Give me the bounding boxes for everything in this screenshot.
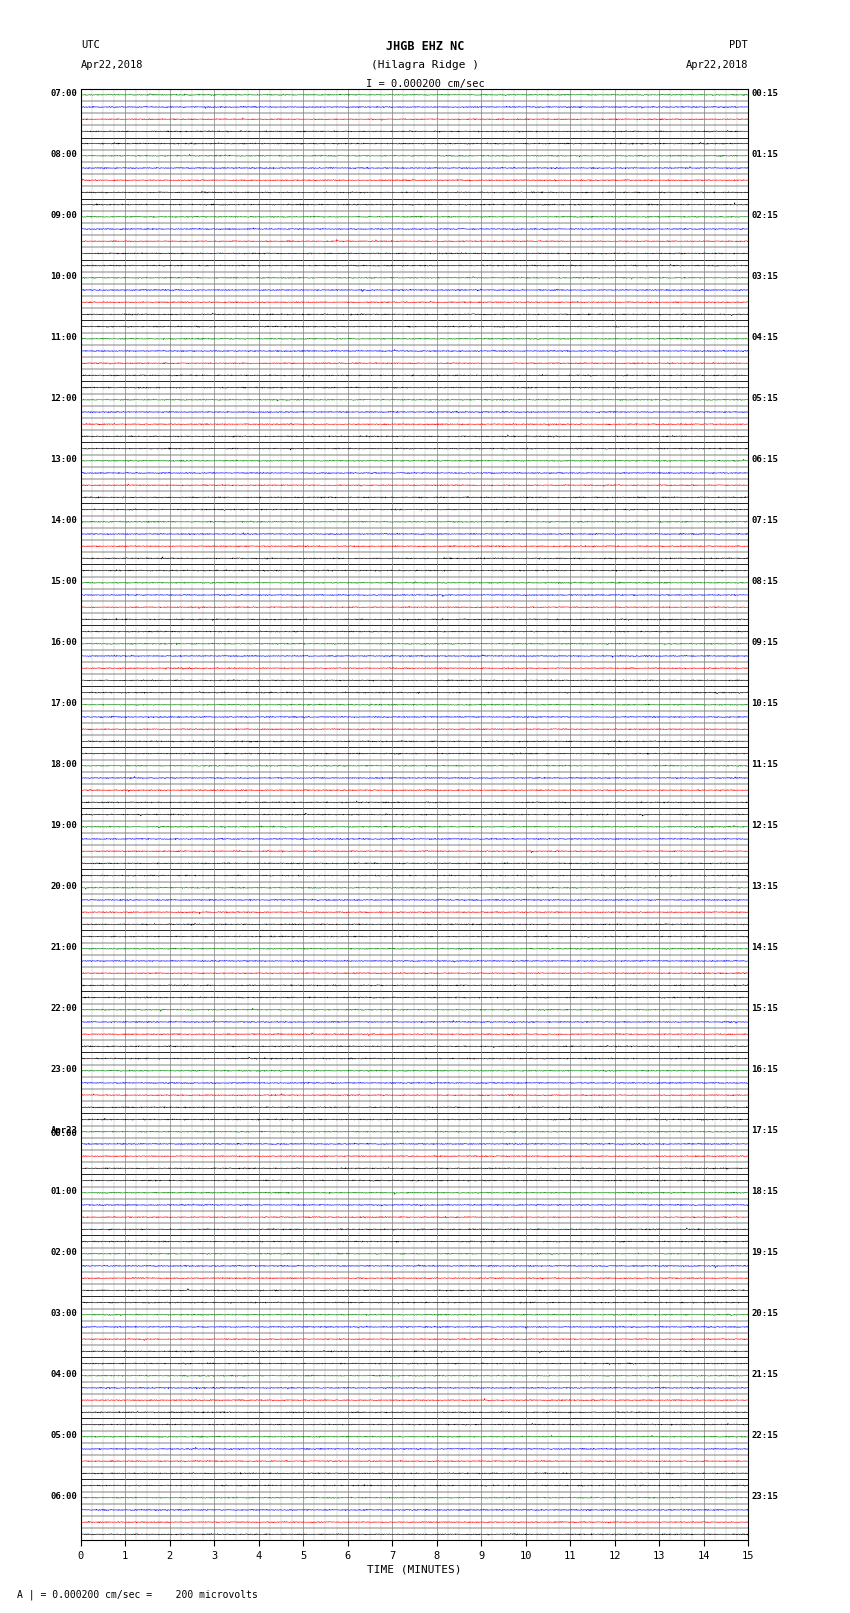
- Text: 15:00: 15:00: [50, 577, 77, 586]
- Text: 05:15: 05:15: [751, 394, 779, 403]
- Text: 16:00: 16:00: [50, 637, 77, 647]
- Text: 09:00: 09:00: [50, 211, 77, 219]
- Text: 02:15: 02:15: [751, 211, 779, 219]
- Text: 01:00: 01:00: [50, 1187, 77, 1195]
- Text: 08:00: 08:00: [50, 150, 77, 158]
- Text: 03:00: 03:00: [50, 1308, 77, 1318]
- Text: 19:00: 19:00: [50, 821, 77, 829]
- Text: 01:15: 01:15: [751, 150, 779, 158]
- Text: (Hilagra Ridge ): (Hilagra Ridge ): [371, 60, 479, 69]
- Text: 00:00: 00:00: [50, 1129, 77, 1139]
- Text: 13:15: 13:15: [751, 882, 779, 890]
- Text: Apr22,2018: Apr22,2018: [81, 60, 144, 69]
- Text: 05:00: 05:00: [50, 1431, 77, 1440]
- Text: 03:15: 03:15: [751, 271, 779, 281]
- Text: JHGB EHZ NC: JHGB EHZ NC: [386, 40, 464, 53]
- Text: 06:00: 06:00: [50, 1492, 77, 1500]
- Text: 18:15: 18:15: [751, 1187, 779, 1195]
- Text: 14:15: 14:15: [751, 942, 779, 952]
- Text: 19:15: 19:15: [751, 1247, 779, 1257]
- Text: I = 0.000200 cm/sec: I = 0.000200 cm/sec: [366, 79, 484, 89]
- Text: 10:00: 10:00: [50, 271, 77, 281]
- Text: 23:15: 23:15: [751, 1492, 779, 1500]
- Text: 21:00: 21:00: [50, 942, 77, 952]
- Text: 16:15: 16:15: [751, 1065, 779, 1074]
- Text: 20:00: 20:00: [50, 882, 77, 890]
- Text: 17:00: 17:00: [50, 698, 77, 708]
- Text: 11:00: 11:00: [50, 332, 77, 342]
- Text: A | = 0.000200 cm/sec =    200 microvolts: A | = 0.000200 cm/sec = 200 microvolts: [17, 1589, 258, 1600]
- Text: 08:15: 08:15: [751, 577, 779, 586]
- Text: UTC: UTC: [81, 40, 99, 50]
- Text: Apr23: Apr23: [50, 1126, 77, 1134]
- Text: 23:00: 23:00: [50, 1065, 77, 1074]
- Text: Apr22,2018: Apr22,2018: [685, 60, 748, 69]
- Text: 18:00: 18:00: [50, 760, 77, 769]
- Text: 13:00: 13:00: [50, 455, 77, 463]
- X-axis label: TIME (MINUTES): TIME (MINUTES): [367, 1565, 462, 1574]
- Text: 07:15: 07:15: [751, 516, 779, 524]
- Text: 12:00: 12:00: [50, 394, 77, 403]
- Text: 07:00: 07:00: [50, 89, 77, 98]
- Text: 14:00: 14:00: [50, 516, 77, 524]
- Text: 12:15: 12:15: [751, 821, 779, 829]
- Text: 02:00: 02:00: [50, 1247, 77, 1257]
- Text: 20:15: 20:15: [751, 1308, 779, 1318]
- Text: 04:15: 04:15: [751, 332, 779, 342]
- Text: PDT: PDT: [729, 40, 748, 50]
- Text: 22:15: 22:15: [751, 1431, 779, 1440]
- Text: 10:15: 10:15: [751, 698, 779, 708]
- Text: 09:15: 09:15: [751, 637, 779, 647]
- Text: 21:15: 21:15: [751, 1369, 779, 1379]
- Text: 11:15: 11:15: [751, 760, 779, 769]
- Text: 04:00: 04:00: [50, 1369, 77, 1379]
- Text: 06:15: 06:15: [751, 455, 779, 463]
- Text: 15:15: 15:15: [751, 1003, 779, 1013]
- Text: 22:00: 22:00: [50, 1003, 77, 1013]
- Text: 00:15: 00:15: [751, 89, 779, 98]
- Text: 17:15: 17:15: [751, 1126, 779, 1134]
